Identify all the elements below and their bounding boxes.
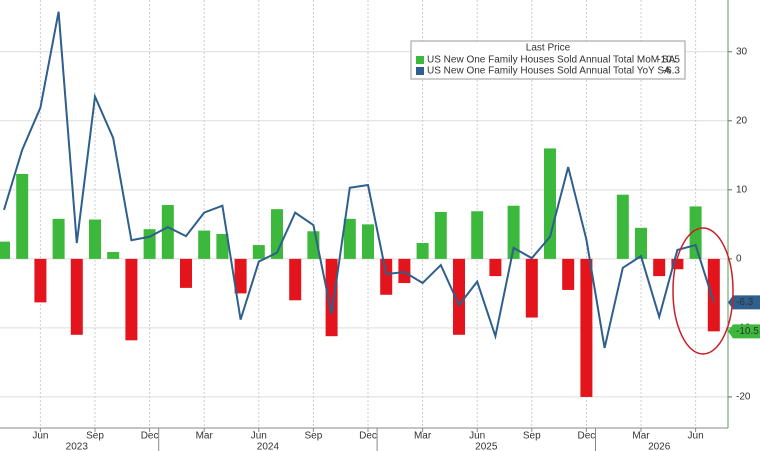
- legend-box: [410, 40, 686, 80]
- bar: [34, 258, 47, 303]
- x-tick-label: Jun: [688, 431, 704, 442]
- bar: [234, 258, 247, 294]
- y-tick-label: 0: [736, 254, 742, 265]
- legend-value: -6.3: [663, 66, 681, 77]
- bar: [216, 234, 229, 259]
- marks-layer: [0, 11, 720, 397]
- bar: [107, 251, 120, 259]
- bar: [453, 258, 465, 335]
- bar: [525, 258, 538, 318]
- legend-title: Last Price: [526, 43, 571, 54]
- year-label: 2026: [648, 442, 671, 451]
- value-tag-label: -6.3: [736, 297, 754, 308]
- bar: [507, 205, 520, 259]
- line: [3, 11, 715, 349]
- x-tick-label: Mar: [414, 431, 432, 442]
- bar: [380, 258, 393, 295]
- bar: [416, 242, 429, 259]
- bar: [635, 227, 647, 259]
- bar: [489, 258, 502, 277]
- bar: [343, 218, 356, 259]
- bar: [70, 258, 83, 335]
- x-tick-label: Mar: [632, 431, 650, 442]
- x-tick-label: Dec: [359, 431, 377, 442]
- x-tick-label: Sep: [86, 431, 104, 442]
- y-tick-label: 10: [736, 184, 748, 195]
- bar: [325, 258, 338, 337]
- y-tick-label: 30: [736, 46, 748, 57]
- bar: [707, 258, 720, 332]
- bar: [161, 205, 174, 259]
- bar: [471, 211, 484, 259]
- legend: Last Price US New One Family Houses Sold…: [410, 40, 686, 80]
- y-tick-label: 20: [736, 115, 748, 126]
- legend-swatch: [416, 67, 424, 75]
- x-tick-label: Sep: [305, 431, 323, 442]
- legend-label: US New One Family Houses Sold Annual Tot…: [427, 66, 671, 77]
- year-label: 2024: [257, 442, 280, 451]
- bar: [0, 241, 10, 259]
- highlight-ellipse: [672, 227, 734, 355]
- bar: [671, 258, 684, 270]
- bar: [252, 245, 265, 259]
- legend-swatch: [416, 56, 424, 64]
- bar: [289, 258, 302, 301]
- x-tick-label: Jun: [251, 431, 267, 442]
- bar: [362, 224, 374, 259]
- x-tick-label: Jun: [469, 431, 485, 442]
- legend-label: US New One Family Houses Sold Annual Tot…: [427, 55, 676, 66]
- bar: [580, 258, 593, 397]
- bar: [616, 194, 629, 259]
- bar: [398, 258, 411, 284]
- bar: [434, 211, 447, 259]
- bar: [562, 258, 575, 290]
- x-tick-label: Dec: [578, 431, 596, 442]
- value-tag: [728, 295, 760, 310]
- x-tick-label: Dec: [141, 431, 159, 442]
- legend-value: -10.5: [657, 55, 680, 66]
- x-tick-label: Jun: [32, 431, 48, 442]
- bar: [125, 258, 138, 341]
- bar: [653, 258, 666, 277]
- bar: [180, 258, 192, 288]
- x-tick-label: Sep: [523, 431, 541, 442]
- bar: [16, 173, 29, 259]
- year-label: 2025: [475, 442, 498, 451]
- bar: [544, 148, 556, 259]
- bar: [89, 219, 101, 259]
- x-tick-label: Mar: [196, 431, 214, 442]
- bar: [198, 230, 211, 259]
- bar: [52, 218, 65, 259]
- value-tag: [728, 324, 760, 339]
- y-tick-label: -20: [736, 392, 751, 403]
- year-label: 2023: [66, 442, 89, 451]
- value-tag-label: -10.5: [736, 326, 759, 337]
